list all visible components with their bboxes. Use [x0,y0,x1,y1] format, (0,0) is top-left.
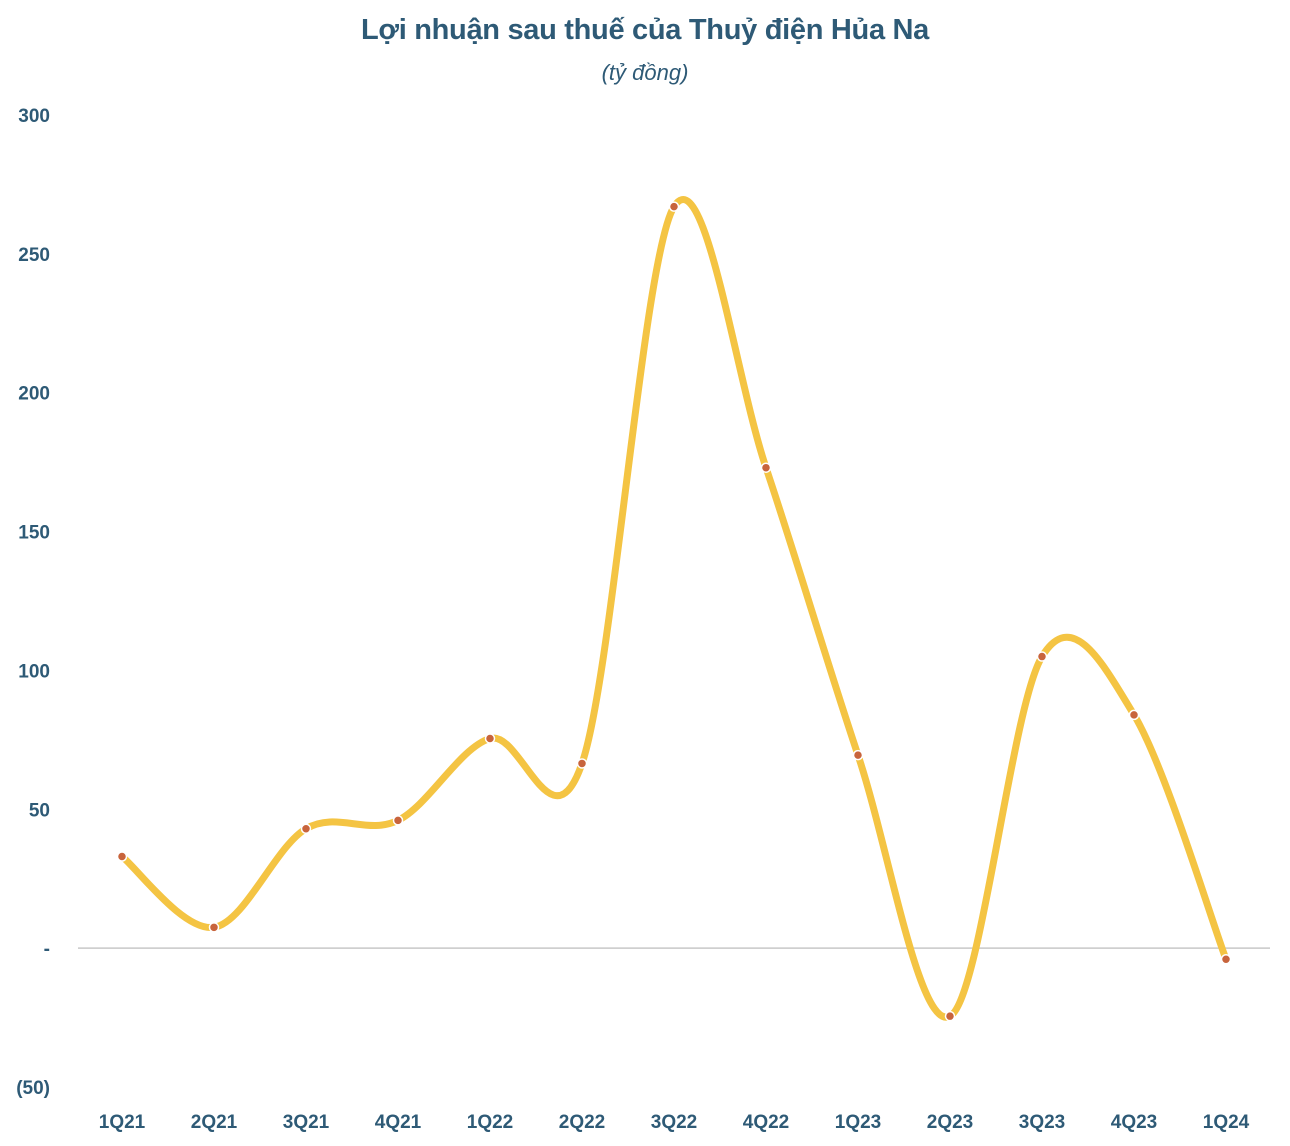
chart-title: Lợi nhuận sau thuế của Thuỷ điện Hủa Na [360,14,930,46]
y-tick-label: 200 [18,384,50,405]
x-tick-label: 3Q23 [1019,1112,1065,1133]
chart-subtitle: (tỷ đồng) [601,60,689,85]
y-tick-label: 50 [29,800,50,821]
data-point-marker [760,462,772,473]
x-tick-label: 1Q21 [99,1112,146,1133]
y-tick-label: 150 [18,523,50,544]
data-point-marker [576,758,588,769]
series-group [118,196,1230,1021]
y-tick-label: 250 [18,245,50,266]
y-tick-label: (50) [16,1078,50,1099]
x-tick-label: 2Q21 [191,1112,238,1133]
x-tick-label: 1Q23 [835,1112,881,1133]
x-axis-labels: 1Q21 2Q21 3Q21 4Q21 1Q22 2Q22 3Q22 4Q22 1Q23 2Q23… [99,1112,1250,1133]
data-point-marker [852,749,864,761]
x-tick-label: 4Q23 [1111,1112,1157,1133]
y-tick-label: - [44,939,50,960]
x-tick-label: 1Q24 [1203,1112,1250,1133]
data-point-marker [484,733,496,744]
data-point-marker [1220,954,1232,965]
data-point-marker [1036,651,1048,662]
x-tick-label: 3Q21 [283,1112,330,1133]
x-tick-label: 1Q22 [467,1112,513,1133]
data-point-marker [392,815,404,826]
series-line [118,196,1230,1021]
data-point-marker [668,201,680,212]
y-tick-label: 100 [18,661,50,682]
data-point-marker [208,922,220,933]
x-tick-label: 3Q22 [651,1112,697,1133]
data-point-marker [944,1010,956,1022]
y-axis-labels: 300 250 200 150 100 50 - (50) [16,106,50,1099]
marker-group [116,201,1232,1022]
x-tick-label: 2Q23 [927,1112,973,1133]
data-point-marker [116,851,128,862]
x-tick-label: 4Q21 [375,1112,422,1133]
data-point-marker [1128,709,1140,721]
data-point-marker [300,823,312,834]
x-tick-label: 4Q22 [743,1112,789,1133]
x-tick-label: 2Q22 [559,1112,605,1133]
y-tick-label: 300 [18,106,50,127]
